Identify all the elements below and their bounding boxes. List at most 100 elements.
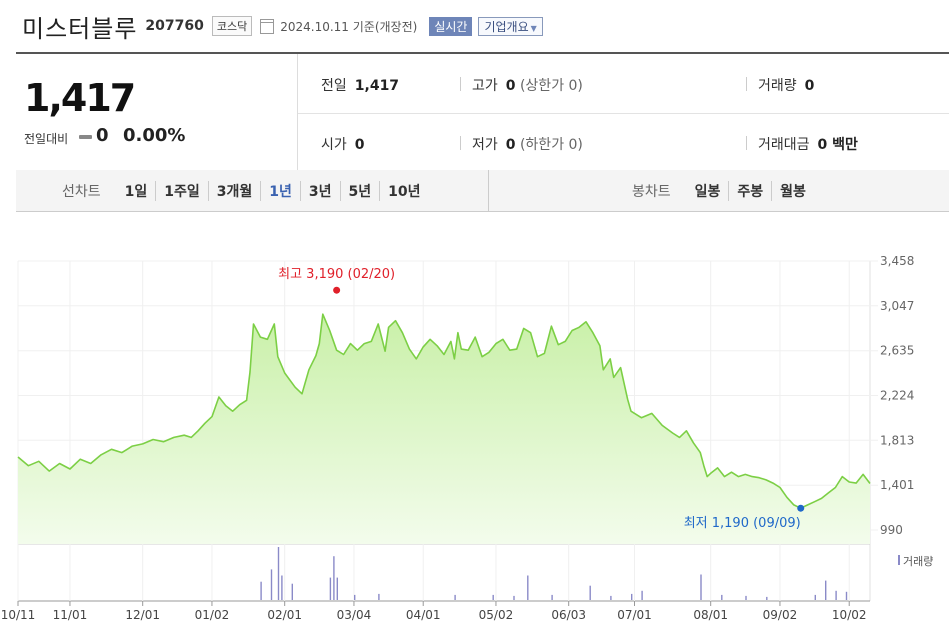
chart-type-toolbar: 선차트 1일 1주일 3개월 1년 3년 5년 10년 봉차트 일봉 주봉 월봉: [16, 170, 949, 212]
x-tick-label: 10/02: [832, 608, 867, 622]
y-tick-label: 1,401: [880, 478, 914, 492]
period-option[interactable]: 5년: [339, 181, 380, 201]
volume-bars: [260, 547, 848, 600]
x-tick-label: 08/01: [693, 608, 728, 622]
x-tick-label: 09/02: [763, 608, 798, 622]
volume-bar: [835, 590, 837, 600]
high-label: 최고 3,190 (02/20): [278, 267, 395, 282]
volume-bar: [631, 593, 633, 600]
volume-bar: [333, 556, 335, 600]
stock-code: 207760: [145, 18, 204, 34]
y-tick-label: 990: [880, 523, 903, 537]
volume-bar: [825, 580, 827, 600]
candle-chart-label: 봉차트: [632, 184, 671, 200]
volume-bar: [641, 590, 643, 600]
x-tick-label: 03/04: [337, 608, 372, 622]
lower-limit: (하한가 0): [519, 137, 583, 153]
high-marker: [333, 286, 341, 294]
reference-date: 2024.10.11 기준(개장전): [280, 19, 418, 34]
open-label: 시가: [321, 137, 347, 153]
realtime-button[interactable]: 실시간: [429, 16, 473, 36]
price-chart: 3,458 3,047 2,635 2,224 1,813 1,401 990 10/11 11…: [1, 254, 934, 622]
x-tick-label: 11/01: [53, 608, 88, 622]
volume-bar: [814, 594, 816, 600]
volume-bar: [336, 577, 338, 600]
low-label: 최저 1,190 (09/09): [684, 516, 801, 531]
volume-bar: [721, 594, 723, 600]
volume-bar: [700, 574, 702, 600]
prev-close-label: 전일: [321, 78, 347, 94]
volume-bar: [329, 577, 332, 600]
high-value: 0: [505, 78, 516, 94]
toolbar-divider: [488, 170, 489, 211]
no-change-icon: [79, 135, 92, 139]
change-label: 전일대비: [24, 132, 69, 146]
volume-bar: [610, 595, 612, 600]
low-cell: 저가 0 (하한가 0): [460, 134, 583, 154]
volume-bar: [766, 596, 768, 600]
price-summary: 1,417 전일대비 0 0.00% 전일 1,417 고가 0 (상한가 0) 거…: [16, 52, 949, 173]
period-option[interactable]: 3개월: [207, 181, 261, 201]
y-tick-label: 1,813: [880, 433, 914, 447]
volume-bar: [492, 594, 494, 600]
candle-option[interactable]: 주봉: [728, 181, 771, 201]
change-percent: 0.00%: [123, 125, 186, 146]
volume-bar: [745, 595, 747, 600]
company-overview-label: 기업개요: [484, 19, 529, 34]
x-tick-label: 12/01: [125, 608, 160, 622]
volume-bar: [454, 594, 456, 600]
current-price: 1,417: [24, 76, 136, 120]
y-tick-label: 3,458: [880, 254, 914, 268]
current-price-box: 1,417 전일대비 0 0.00%: [16, 54, 298, 172]
x-tick-label: 05/02: [479, 608, 514, 622]
y-tick-label: 2,635: [880, 344, 914, 358]
axis-tick-labels: 3,458 3,047 2,635 2,224 1,813 1,401 990 10/11 11…: [1, 254, 934, 622]
candle-option[interactable]: 일봉: [694, 184, 721, 200]
company-overview-dropdown[interactable]: 기업개요 ▼: [478, 16, 543, 36]
change-value: 0: [96, 125, 109, 146]
volume-legend-label: 거래량: [903, 555, 933, 568]
chevron-down-icon: ▼: [530, 23, 537, 33]
high-label: 고가: [472, 78, 498, 94]
volume-legend-swatch: [898, 555, 900, 565]
stock-name: 미스터블루: [22, 14, 138, 43]
volume-bar: [589, 585, 591, 600]
volume-bar: [270, 569, 273, 600]
chart-annotations: 최고 3,190 (02/20) 최저 1,190 (09/09): [278, 267, 805, 531]
period-option[interactable]: 3년: [299, 181, 340, 201]
volume-bar: [513, 595, 515, 600]
volume-value: 0: [804, 78, 815, 94]
low-marker: [797, 504, 805, 512]
candle-chart-options: 봉차트 일봉 주봉 월봉: [632, 181, 814, 201]
open-value: 0: [354, 137, 365, 153]
y-tick-label: 2,224: [880, 389, 914, 403]
volume-bar: [551, 594, 553, 600]
row-divider: [298, 113, 949, 114]
low-label: 저가: [472, 137, 498, 153]
volume-bar: [281, 575, 283, 600]
volume-bar: [378, 593, 380, 600]
period-option[interactable]: 10년: [379, 181, 428, 201]
volume-cell: 거래량 0: [746, 75, 815, 95]
period-option-active[interactable]: 1년: [260, 181, 300, 201]
period-option[interactable]: 1일: [124, 184, 148, 200]
volume-bar: [845, 591, 848, 600]
candle-option[interactable]: 월봉: [771, 181, 814, 201]
calendar-icon: [260, 18, 275, 34]
amount-cell: 거래대금 0 백만: [746, 134, 858, 154]
volume-bar: [354, 594, 356, 600]
low-value: 0: [505, 137, 516, 153]
open-cell: 시가 0: [321, 134, 365, 154]
y-tick-label: 3,047: [880, 299, 914, 313]
volume-label: 거래량: [758, 78, 797, 94]
volume-bar: [277, 547, 280, 600]
x-tick-label: 01/02: [195, 608, 230, 622]
x-tick-label: 06/03: [551, 608, 586, 622]
volume-bar: [527, 575, 529, 600]
line-chart-label: 선차트: [62, 184, 101, 200]
amount-value: 0 백만: [817, 137, 858, 153]
price-area-layer: [17, 313, 871, 544]
high-cell: 고가 0 (상한가 0): [460, 75, 583, 95]
period-option[interactable]: 1주일: [155, 181, 208, 201]
upper-limit: (상한가 0): [519, 78, 583, 94]
